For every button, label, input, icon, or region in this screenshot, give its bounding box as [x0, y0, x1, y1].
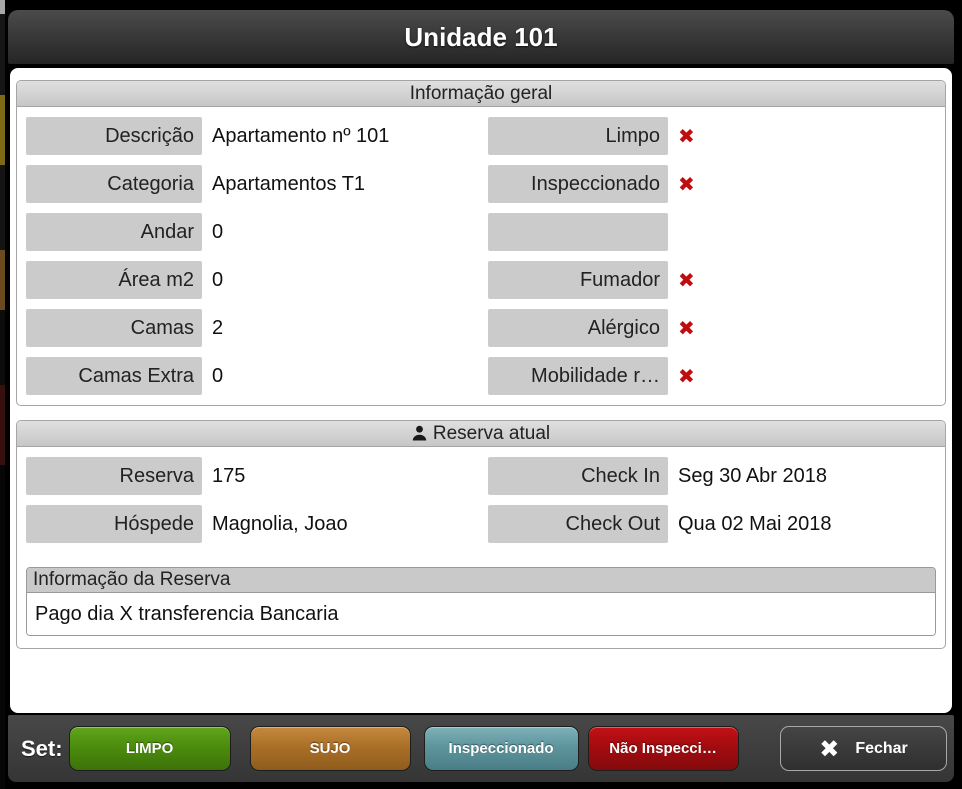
fechar-button-label: Fechar — [855, 739, 908, 757]
field-value-andar: 0 — [212, 221, 224, 243]
field-label-checkin: Check In — [488, 457, 668, 495]
field-value-checkout: Qua 02 Mai 2018 — [678, 513, 832, 535]
cross-icon: ✖ — [678, 268, 695, 292]
field-label-area: Área m2 — [26, 261, 202, 299]
field-label-reserva: Reserva — [26, 457, 202, 495]
current-reservation-section: Reserva atual Reserva 175 Check In Seg 3… — [16, 420, 946, 649]
field-label-camas: Camas — [26, 309, 202, 347]
flag-label-alergico: Alérgico — [488, 309, 668, 347]
dialog-body: Informação geral Descrição Apartamento n… — [10, 68, 952, 713]
set-inspeccionado-button[interactable]: Inspeccionado — [423, 726, 579, 771]
field-value-reserva: 175 — [212, 465, 246, 487]
field-value-area: 0 — [212, 269, 224, 291]
person-icon — [412, 423, 427, 448]
reservation-grid: Reserva 175 Check In Seg 30 Abr 2018 Hós… — [17, 447, 945, 543]
current-reservation-header-label: Reserva atual — [432, 423, 551, 444]
field-value-hospede: Magnolia, Joao — [212, 513, 348, 535]
general-info-section: Informação geral Descrição Apartamento n… — [16, 80, 946, 406]
cross-icon: ✖ — [678, 124, 695, 148]
background-page-sliver — [0, 0, 5, 789]
cross-icon: ✖ — [678, 172, 695, 196]
general-info-header: Informação geral — [17, 81, 945, 107]
cross-icon: ✖ — [678, 364, 695, 388]
field-value-categoria: Apartamentos T1 — [212, 173, 366, 195]
dialog-title: Unidade 101 — [8, 10, 954, 64]
flag-label-mobilidade: Mobilidade r… — [488, 357, 668, 395]
field-label-andar: Andar — [26, 213, 202, 251]
field-value-camas-extra: 0 — [212, 365, 224, 387]
flag-label-limpo: Limpo — [488, 117, 668, 155]
status-toolbar: Set: LIMPO SUJO Inspeccionado Não Inspec… — [8, 715, 954, 782]
unit-dialog: Unidade 101 Informação geral Descrição A… — [8, 10, 954, 782]
field-value-camas: 2 — [212, 317, 224, 339]
set-sujo-button[interactable]: SUJO — [249, 726, 411, 771]
cross-icon: ✖ — [678, 316, 695, 340]
reservation-info-text: Pago dia X transferencia Bancaria — [27, 593, 935, 635]
fechar-button[interactable]: ✖ Fechar — [780, 726, 947, 771]
close-icon: ✖ — [819, 734, 840, 763]
reservation-info-header: Informação da Reserva — [27, 568, 935, 593]
field-label-camas-extra: Camas Extra — [26, 357, 202, 395]
field-label-descricao: Descrição — [26, 117, 202, 155]
field-value-descricao: Apartamento nº 101 — [212, 125, 390, 147]
set-nao-inspeccionado-button[interactable]: Não Inspecci… — [587, 726, 739, 771]
current-reservation-header: Reserva atual — [17, 421, 945, 447]
field-label-categoria: Categoria — [26, 165, 202, 203]
field-label-hospede: Hóspede — [26, 505, 202, 543]
flag-label-inspeccionado: Inspeccionado — [488, 165, 668, 203]
field-label-checkout: Check Out — [488, 505, 668, 543]
general-info-grid: Descrição Apartamento nº 101 Limpo ✖ Cat… — [17, 107, 945, 405]
flag-label-empty — [488, 213, 668, 251]
set-limpo-button[interactable]: LIMPO — [68, 726, 231, 771]
reservation-info-box: Informação da Reserva Pago dia X transfe… — [26, 567, 936, 636]
flag-label-fumador: Fumador — [488, 261, 668, 299]
set-label: Set: — [21, 735, 63, 761]
field-value-checkin: Seg 30 Abr 2018 — [678, 465, 828, 487]
